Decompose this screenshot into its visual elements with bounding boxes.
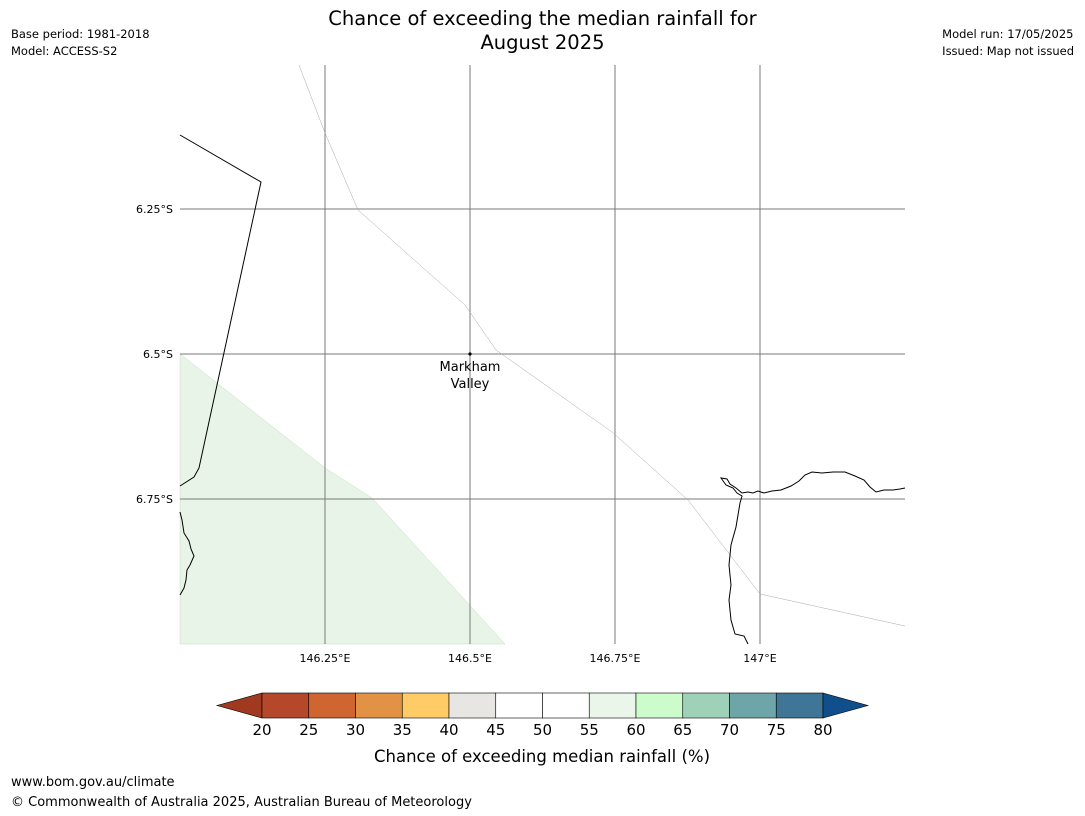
border-line [179, 134, 262, 487]
colorbar-segment [588, 692, 637, 719]
colorbar-tick-label: 45 [486, 721, 505, 739]
colorbar-segment [775, 692, 824, 719]
colorbar-tick-label: 40 [439, 721, 458, 739]
colorbar-tick-label: 80 [813, 721, 832, 739]
colorbar-extend-high [822, 692, 870, 719]
footer-copyright: © Commonwealth of Australia 2025, Austra… [11, 795, 472, 810]
coastline-east [719, 471, 906, 645]
base-period: Base period: 1981-2018 [11, 27, 150, 41]
region-boundary [298, 64, 906, 627]
footer-url: www.bom.gov.au/climate [11, 775, 175, 790]
place-label-line-2: Valley [451, 377, 490, 392]
colorbar-segment [261, 692, 310, 719]
lon-label: 146.25°E [300, 652, 351, 665]
meta-right: Model run: 17/05/2025 Issued: Map not is… [942, 26, 1074, 60]
colorbar-tick-label: 35 [393, 721, 412, 739]
meta-left: Base period: 1981-2018 Model: ACCESS-S2 [11, 26, 150, 60]
issued-status: Issued: Map not issued [942, 44, 1074, 58]
colorbar-tick-label: 50 [533, 721, 552, 739]
title-line-2: August 2025 [480, 31, 605, 54]
colorbar-segment [355, 692, 403, 719]
colorbar-segment [635, 692, 684, 719]
colorbar-segment [448, 692, 497, 719]
colorbar-segment [401, 692, 450, 719]
colorbar-tick-label: 20 [252, 721, 271, 739]
gridlines [180, 65, 905, 644]
colorbar-tick-label: 70 [720, 721, 739, 739]
coastline-west [179, 511, 195, 596]
place-label-line-1: Markham [440, 360, 501, 375]
lat-label: 6.25°S [136, 203, 173, 216]
colorbar-extend-low [215, 692, 263, 719]
colorbar-tick-label: 75 [767, 721, 786, 739]
lon-label: 146.75°E [590, 652, 641, 665]
lon-label: 147°E [743, 652, 776, 665]
lat-label: 6.5°S [143, 348, 173, 361]
colorbar-tick-label: 60 [626, 721, 645, 739]
colorbar-ticks: 20 25 30 35 40 45 50 55 60 65 70 75 80 [252, 721, 832, 739]
colorbar-segment [308, 692, 356, 719]
colorbar-segment [682, 692, 730, 719]
title-line-1: Chance of exceeding the median rainfall … [328, 7, 757, 30]
model-run: Model run: 17/05/2025 [942, 27, 1074, 41]
colorbar [215, 692, 870, 719]
colorbar-tick-label: 25 [299, 721, 318, 739]
lon-label: 146.5°E [448, 652, 492, 665]
colorbar-segment [495, 692, 543, 719]
model-name: Model: ACCESS-S2 [11, 44, 118, 58]
colorbar-tick-label: 30 [346, 721, 365, 739]
map-title: Chance of exceeding the median rainfall … [0, 7, 1085, 55]
colorbar-segment [542, 692, 590, 719]
colorbar-tick-label: 55 [580, 721, 599, 739]
lat-label: 6.75°S [136, 493, 173, 506]
colorbar-tick-label: 65 [673, 721, 692, 739]
place-marker [468, 352, 472, 356]
colorbar-label: Chance of exceeding median rainfall (%) [374, 747, 710, 766]
colorbar-segment [729, 692, 777, 719]
